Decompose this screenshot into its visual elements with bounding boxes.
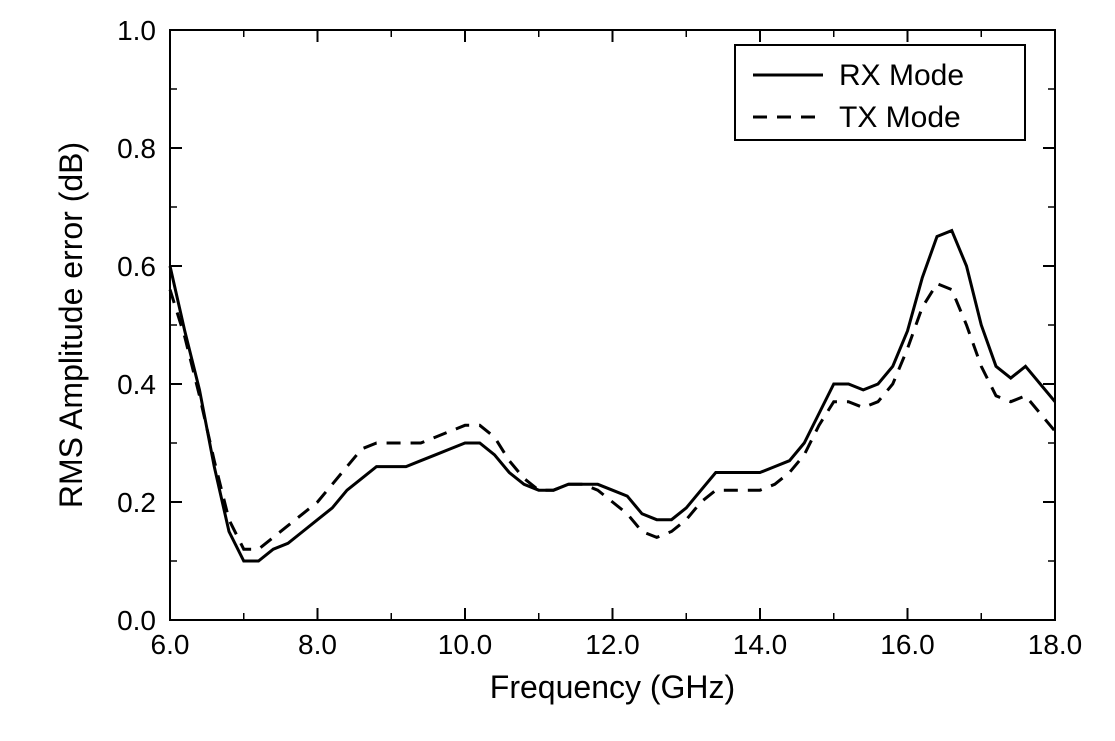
y-tick-label: 0.8 <box>117 133 156 164</box>
y-tick-label: 0.0 <box>117 605 156 636</box>
chart-container: 6.0 8.0 10.0 12.0 14.0 16.0 18.0 Frequency (GHz… <box>0 0 1115 741</box>
x-tick-label: 8.0 <box>298 629 337 660</box>
y-tick-label: 0.6 <box>117 251 156 282</box>
x-tick-label: 6.0 <box>151 629 190 660</box>
y-tick-label: 0.2 <box>117 487 156 518</box>
y-tick-label: 0.4 <box>117 369 156 400</box>
x-tick-label: 14.0 <box>733 629 788 660</box>
x-tick-label: 10.0 <box>438 629 493 660</box>
x-tick-label: 16.0 <box>880 629 935 660</box>
x-axis-label: Frequency (GHz) <box>490 669 735 705</box>
y-axis-label: RMS Amplitude error (dB) <box>53 142 89 508</box>
x-tick-label: 12.0 <box>585 629 640 660</box>
series-line <box>170 231 1055 561</box>
legend-label: RX Mode <box>839 59 964 92</box>
x-tick-label: 18.0 <box>1028 629 1083 660</box>
legend-label: TX Mode <box>839 101 961 134</box>
series-line <box>170 284 1055 550</box>
line-chart: 6.0 8.0 10.0 12.0 14.0 16.0 18.0 Frequency (GHz… <box>0 0 1115 741</box>
y-tick-label: 1.0 <box>117 15 156 46</box>
